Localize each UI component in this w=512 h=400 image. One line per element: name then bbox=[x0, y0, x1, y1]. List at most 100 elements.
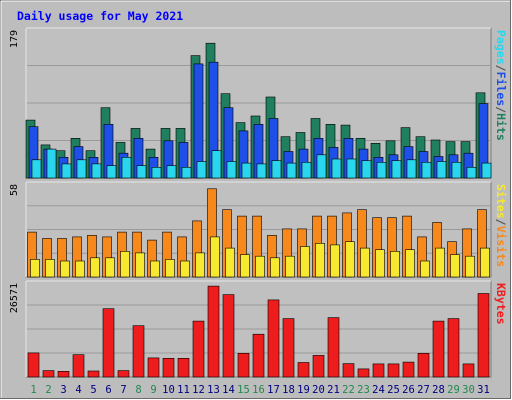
x-tick-day-3: 3 bbox=[60, 384, 66, 396]
x-tick-day-7: 7 bbox=[120, 384, 126, 396]
x-tick-day-18: 18 bbox=[282, 384, 295, 396]
legend-entry: Hits bbox=[494, 113, 508, 141]
bar-pages-day-4 bbox=[76, 159, 87, 179]
bar-kbytes-day-25 bbox=[387, 363, 400, 378]
x-tick-day-6: 6 bbox=[105, 384, 111, 396]
bar-pages-day-1 bbox=[31, 159, 42, 179]
bar-sites-day-18 bbox=[285, 255, 295, 278]
bar-kbytes-day-19 bbox=[297, 362, 310, 378]
x-tick-day-4: 4 bbox=[75, 384, 81, 396]
panel-hits-files-pages: 179 Pages/Files/Hits bbox=[9, 27, 508, 179]
bar-pages-day-9 bbox=[151, 167, 162, 179]
legend-entry: / bbox=[494, 65, 508, 72]
bar-pages-day-8 bbox=[136, 165, 147, 179]
x-tick-day-28: 28 bbox=[432, 384, 445, 396]
x-tick-day-21: 21 bbox=[327, 384, 340, 396]
bar-sites-day-8 bbox=[135, 252, 145, 278]
bar-kbytes-day-17 bbox=[267, 299, 280, 378]
bar-sites-day-10 bbox=[165, 259, 175, 278]
bar-pages-day-19 bbox=[301, 162, 312, 179]
bar-kbytes-day-11 bbox=[177, 357, 190, 378]
bar-kbytes-day-2 bbox=[42, 370, 55, 378]
bar-kbytes-day-6 bbox=[102, 308, 115, 378]
bar-pages-day-6 bbox=[106, 165, 117, 179]
x-tick-day-27: 27 bbox=[417, 384, 430, 396]
bar-pages-day-17 bbox=[271, 160, 282, 179]
x-tick-day-10: 10 bbox=[162, 384, 175, 396]
bar-pages-day-7 bbox=[121, 157, 132, 179]
bar-kbytes-day-29 bbox=[447, 318, 460, 378]
bar-pages-day-31 bbox=[481, 162, 492, 179]
bar-kbytes-day-16 bbox=[252, 333, 265, 378]
bar-sites-day-1 bbox=[30, 259, 40, 278]
bar-sites-day-13 bbox=[210, 236, 220, 278]
bar-kbytes-day-21 bbox=[327, 317, 340, 378]
x-tick-day-25: 25 bbox=[387, 384, 400, 396]
bar-kbytes-day-10 bbox=[162, 357, 175, 378]
bar-kbytes-day-15 bbox=[237, 352, 250, 378]
bar-sites-day-31 bbox=[480, 247, 490, 278]
bar-kbytes-day-5 bbox=[87, 370, 100, 378]
bar-pages-day-24 bbox=[376, 162, 387, 179]
bar-kbytes-day-23 bbox=[357, 368, 370, 378]
bar-sites-day-7 bbox=[120, 251, 130, 278]
bar-sites-day-25 bbox=[390, 251, 400, 278]
bar-kbytes-day-18 bbox=[282, 318, 295, 378]
bar-pages-day-14 bbox=[226, 161, 237, 179]
bar-kbytes-day-7 bbox=[117, 370, 130, 378]
bar-sites-day-22 bbox=[345, 241, 355, 278]
bar-pages-day-25 bbox=[391, 160, 402, 179]
bar-pages-day-27 bbox=[421, 162, 432, 179]
x-tick-day-14: 14 bbox=[222, 384, 235, 396]
bar-sites-day-5 bbox=[90, 257, 100, 278]
bar-kbytes-day-12 bbox=[192, 320, 205, 378]
bar-pages-day-12 bbox=[196, 161, 207, 179]
bar-sites-day-23 bbox=[360, 247, 370, 278]
bar-sites-day-2 bbox=[45, 259, 55, 278]
x-tick-day-23: 23 bbox=[357, 384, 370, 396]
bar-pages-day-15 bbox=[241, 162, 252, 179]
bar-kbytes-day-28 bbox=[432, 320, 445, 378]
bar-pages-day-23 bbox=[361, 160, 372, 179]
bar-sites-day-15 bbox=[240, 254, 250, 278]
y-max-label: 179 bbox=[9, 30, 20, 48]
bar-sites-day-12 bbox=[195, 252, 205, 278]
x-tick-day-1: 1 bbox=[30, 384, 36, 396]
x-tick-day-2: 2 bbox=[45, 384, 51, 396]
legend-visits-sites: Sites/Visits bbox=[494, 184, 508, 267]
x-tick-day-16: 16 bbox=[252, 384, 265, 396]
bar-files-day-12 bbox=[193, 63, 204, 179]
bar-pages-day-11 bbox=[181, 167, 192, 179]
bar-pages-day-5 bbox=[91, 163, 102, 179]
x-tick-day-24: 24 bbox=[372, 384, 385, 396]
bar-pages-day-13 bbox=[211, 150, 222, 179]
x-tick-day-26: 26 bbox=[402, 384, 415, 396]
bar-pages-day-2 bbox=[46, 148, 57, 179]
y-max-label: 26571 bbox=[9, 283, 20, 313]
bar-pages-day-10 bbox=[166, 165, 177, 179]
x-tick-day-31: 31 bbox=[477, 384, 490, 396]
bar-kbytes-day-31 bbox=[477, 293, 490, 378]
chart-title: Daily usage for May 2021 bbox=[17, 9, 183, 23]
x-tick-day-17: 17 bbox=[267, 384, 280, 396]
bar-sites-day-3 bbox=[60, 260, 70, 278]
bar-pages-day-28 bbox=[436, 161, 447, 179]
x-tick-day-9: 9 bbox=[150, 384, 156, 396]
bar-pages-day-29 bbox=[451, 162, 462, 179]
x-tick-day-12: 12 bbox=[192, 384, 205, 396]
legend-hits-files-pages: Pages/Files/Hits bbox=[494, 30, 508, 141]
bar-kbytes-day-13 bbox=[207, 285, 220, 378]
bar-sites-day-27 bbox=[420, 260, 430, 278]
bar-kbytes-day-22 bbox=[342, 363, 355, 378]
bar-sites-day-19 bbox=[300, 246, 310, 278]
bar-pages-day-21 bbox=[331, 158, 342, 179]
bar-sites-day-29 bbox=[450, 254, 460, 278]
bar-pages-day-16 bbox=[256, 163, 267, 179]
bar-kbytes-day-3 bbox=[57, 370, 70, 378]
legend-entry: Pages bbox=[494, 30, 508, 65]
bar-sites-day-14 bbox=[225, 247, 235, 278]
x-tick-day-19: 19 bbox=[297, 384, 310, 396]
bar-sites-day-26 bbox=[405, 249, 415, 278]
bar-pages-day-3 bbox=[61, 163, 72, 179]
